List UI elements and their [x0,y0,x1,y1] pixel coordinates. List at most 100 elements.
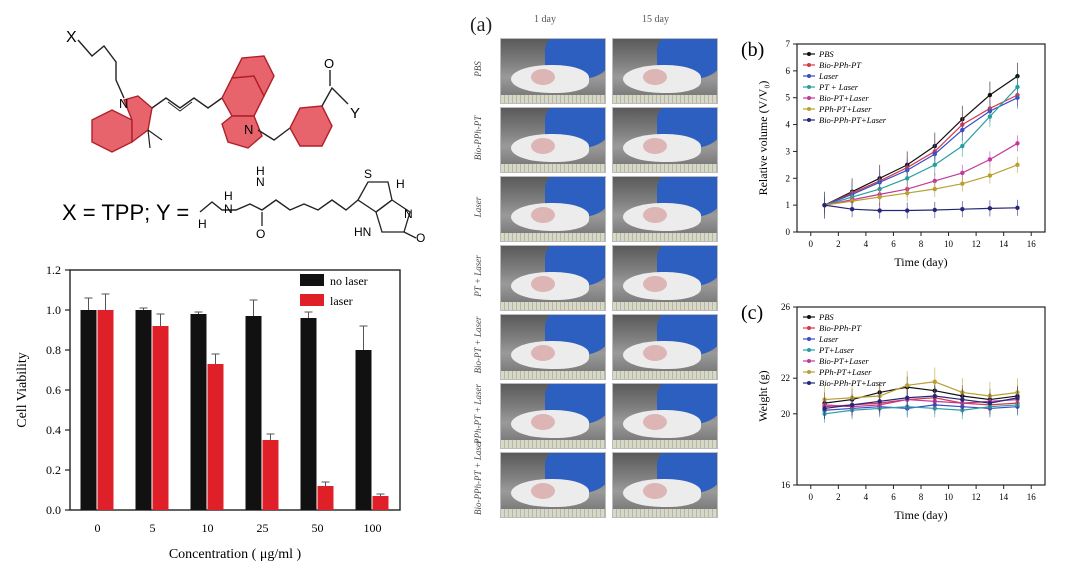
x-tick-label: 10 [202,521,214,535]
y-axis-label: Relative volume (V/V₀) [756,81,770,196]
mouse-photo-day1 [500,452,606,518]
data-point [960,206,965,212]
tumor-shape [643,345,667,361]
y-tick-label: 0.8 [46,343,61,357]
legend-marker [807,348,811,352]
ruler-shape [501,233,605,241]
data-point [1015,395,1020,400]
tumor-shape [643,138,667,154]
biotin-o1: O [256,227,265,241]
data-point [1015,95,1020,100]
legend-label: PBS [818,49,834,59]
data-point [960,143,965,149]
biotin-linker-chain [199,199,359,213]
ruler-shape [501,164,605,172]
legend-label: PPh-PT+Laser [818,367,872,377]
legend-label: Bio-PPh-PT [819,60,862,70]
series-line [824,381,1018,401]
atom-n1: N [119,96,128,111]
tumor-shape [643,483,667,499]
legend-marker [807,96,811,100]
bar-laser [207,364,224,510]
mouse-photo-grid: (a) 1 day 15 day [458,0,728,575]
y-tick-label: 5 [786,93,791,103]
mouse-photo-day15 [612,383,718,449]
ruler-shape [613,509,717,517]
biotin-h2: H [198,217,207,231]
x-tick-label: 14 [999,239,1009,249]
tumor-shape [643,69,667,85]
biotin-nh-h: H [256,164,265,178]
tumor-shape [643,207,667,223]
x-axis-label: Time (day) [894,508,947,522]
legend-label: Bio-PPh-PT [819,323,862,333]
data-point [987,173,993,178]
x-tick-label: 4 [864,492,869,502]
column-label-day15: 15 day [642,14,669,25]
ruler-shape [613,95,717,103]
series-line [824,142,1018,206]
data-point [987,400,993,406]
legend-label: Laser [818,334,839,344]
y-tick-label: 1 [786,200,791,210]
cell-viability-bar-chart: 0.0 0.2 0.4 0.6 0.8 1.0 1.2 0 5 10 25 50 100 Concentr… [15,263,401,562]
tumor-shape [531,414,555,430]
x-tick-label: 16 [1027,239,1037,249]
bar-laser [317,486,334,510]
tumor-shape [531,138,555,154]
data-point [905,383,910,388]
y-tick-label: 20 [781,409,791,419]
right-ring-2 [230,55,275,98]
legend-label: no laser [330,274,368,288]
series-line [824,86,1018,206]
legend-label: PPh-PT+Laser [818,104,872,114]
mouse-photo-day1 [500,383,606,449]
row-label: PBS [473,61,483,77]
alkyl-chain [77,39,125,99]
ruler-shape [501,302,605,310]
ruler-shape [613,302,717,310]
y-tick-label: 7 [786,39,791,49]
panel-label-a: (a) [470,14,493,36]
series-line [824,398,1018,408]
x-tick-label: 25 [257,521,269,535]
data-point [905,176,910,181]
mouse-photo-day1 [500,314,606,380]
row-label: Laser [473,196,483,218]
legend-label: PBS [818,312,834,322]
bar-laser [97,310,114,510]
data-point [932,393,937,399]
methyl-2 [147,129,163,141]
ruler-shape [501,95,605,103]
y-tick-label: 26 [781,302,791,312]
x-tick-label: 100 [364,521,382,535]
mouse-photo-day1 [500,107,606,173]
data-point [849,206,855,212]
atom-n2: N [244,122,253,137]
x-tick-label: 50 [312,521,324,535]
x-tick-label: 10 [944,492,954,502]
mouse-photo-day15 [612,245,718,311]
legend-marker [807,359,811,363]
data-point [987,157,993,162]
x-axis-label: Time (day) [894,255,947,269]
series-line [824,164,1018,206]
column-label-day1: 1 day [534,14,556,25]
x-tick-label: 6 [891,239,896,249]
ruler-shape [613,164,717,172]
legend-marker [807,315,811,319]
y-axis-label: Weight (g) [756,370,770,421]
row-label: Bio-PPh-PT + Laser [473,439,483,515]
ruler-shape [613,233,717,241]
x-tick-label: 10 [944,239,954,249]
biotin-s: S [364,167,372,181]
benzyl-linker [257,127,291,141]
bar-no-laser [190,314,207,510]
legend-label: Bio-PPh-PT+Laser [819,115,887,125]
data-point [822,202,827,208]
x-tick-label: 8 [919,492,924,502]
bar-no-laser [300,318,317,510]
legend-swatch [300,274,324,286]
bar-no-laser [245,316,262,510]
